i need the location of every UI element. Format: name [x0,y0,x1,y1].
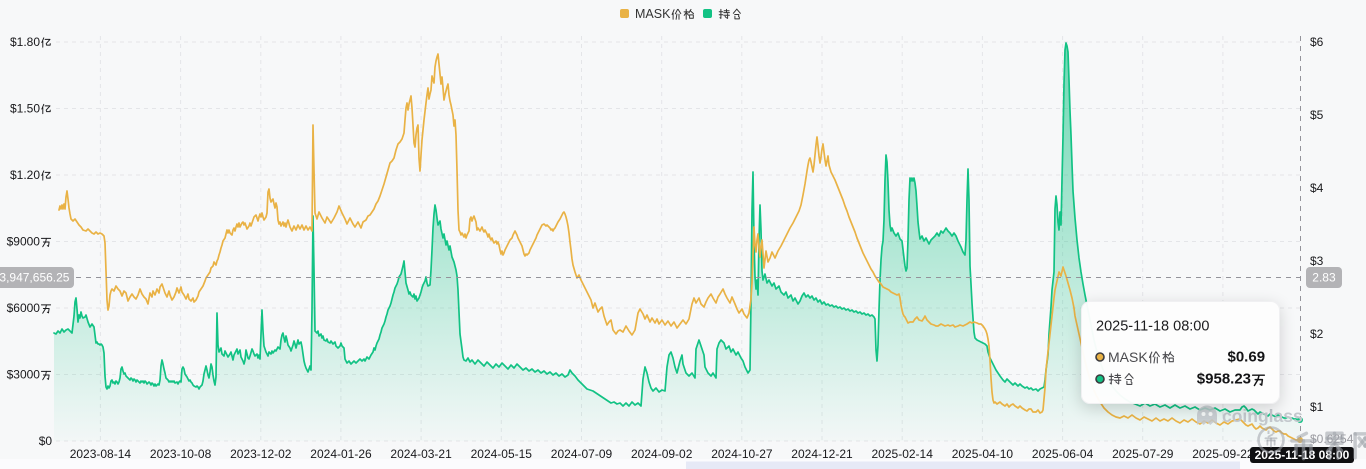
svg-text:2024-01-26: 2024-01-26 [310,447,372,461]
svg-text:2024-12-21: 2024-12-21 [791,447,853,461]
svg-text:2023-10-08: 2023-10-08 [150,447,212,461]
svg-text:2.83: 2.83 [1312,271,1336,285]
svg-text:$3: $3 [1310,254,1324,268]
svg-text:2025-04-10: 2025-04-10 [952,447,1014,461]
svg-text:$2: $2 [1310,327,1324,341]
svg-text:2025-02-14: 2025-02-14 [872,447,934,461]
svg-text:$5: $5 [1310,108,1324,122]
svg-text:$1.20: $1.20 [10,168,40,182]
svg-text:2023-08-14: 2023-08-14 [70,447,132,461]
svg-text:$3000: $3000 [7,368,41,382]
svg-text:2023-12-02: 2023-12-02 [230,447,292,461]
svg-text:MASK: MASK [635,7,671,21]
svg-text:2024-05-15: 2024-05-15 [471,447,533,461]
svg-text:$1.80: $1.80 [10,35,40,49]
svg-text:2025-11-18 08:00: 2025-11-18 08:00 [1096,319,1209,335]
svg-text:2025-07-29: 2025-07-29 [1112,447,1174,461]
svg-text:2025-09-22: 2025-09-22 [1192,447,1254,461]
svg-text:2024-10-27: 2024-10-27 [711,447,773,461]
svg-text:$4: $4 [1310,181,1324,195]
svg-text:2024-09-02: 2024-09-02 [631,447,693,461]
svg-text:$0: $0 [39,434,53,448]
svg-text:$6000: $6000 [7,301,41,315]
svg-text:coinglass: coinglass [1222,406,1303,426]
svg-text:MASK: MASK [1108,349,1148,365]
svg-text:$6: $6 [1310,35,1324,49]
svg-text:$1.50: $1.50 [10,102,40,116]
svg-text:2024-03-21: 2024-03-21 [390,447,452,461]
svg-text:3,947,656.25: 3,947,656.25 [0,271,70,285]
svg-text:$958.23: $958.23 [1197,371,1251,388]
svg-text:2024-07-09: 2024-07-09 [551,447,613,461]
svg-text:$9000: $9000 [7,235,41,249]
svg-text:2025-06-04: 2025-06-04 [1032,447,1094,461]
svg-text:$1: $1 [1310,400,1324,414]
svg-text:$0.69: $0.69 [1228,349,1266,366]
